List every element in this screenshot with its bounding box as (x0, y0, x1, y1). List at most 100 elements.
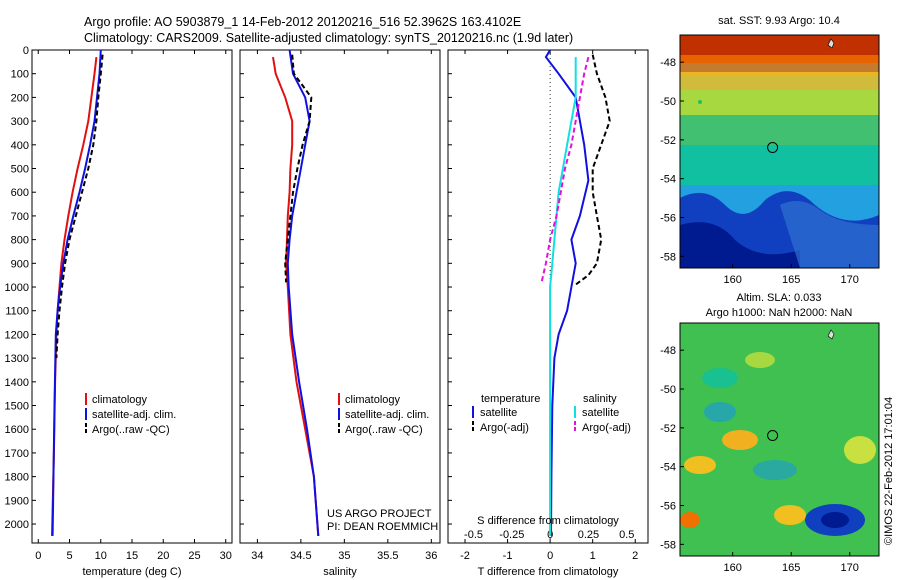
series-line-satellite-adj-clim- (286, 49, 320, 536)
x-tick-label: 25 (188, 550, 200, 562)
series-line-salinity-argo-adj- (540, 56, 590, 283)
x-tick-label: 34.5 (290, 550, 311, 562)
x-tick-label-top: 0.25 (578, 529, 599, 541)
temperature-xlabel: temperature (deg C) (82, 566, 181, 578)
map-y-tick-label: -48 (660, 345, 676, 357)
difference-legend: temperature salinity satellite Argo(-adj… (472, 393, 631, 434)
x-tick-label-top: -0.25 (499, 529, 524, 541)
legend-title-salinity: salinity (583, 393, 617, 405)
legend-label-t-satellite: satellite (480, 407, 517, 419)
x-tick-label: 0 (35, 550, 41, 562)
series-line-argo-raw-qc- (55, 54, 104, 359)
depth-tick-label: 500 (11, 164, 29, 176)
legend-label-s-argo: Argo(-adj) (582, 422, 631, 434)
x-tick-label-top: -0.5 (464, 529, 483, 541)
salinity-xlabel: salinity (323, 566, 357, 578)
sla-map-subtitle: Argo h1000: NaN h2000: NaN (706, 307, 853, 319)
sla-map-title: Altim. SLA: 0.033 (737, 292, 822, 304)
legend-label-argo: Argo(..raw -QC) (92, 424, 170, 436)
sst-map-title: sat. SST: 9.93 Argo: 10.4 (718, 15, 840, 27)
difference-xlabel: T difference from climatology (478, 566, 619, 578)
x-tick-label: 20 (157, 550, 169, 562)
depth-tick-label: 1400 (5, 377, 29, 389)
depth-tick-label: 1300 (5, 353, 29, 365)
salinity-axis: 34 34.5 35 35.5 36 (251, 50, 437, 562)
depth-tick-label: 0 (23, 45, 29, 57)
map-x-tick-label: 160 (723, 274, 741, 286)
x-tick-label: -2 (460, 550, 470, 562)
depth-tick-label: 800 (11, 235, 29, 247)
map-y-tick-label: -56 (660, 213, 676, 225)
legend-label-satellite: satellite-adj. clim. (92, 409, 176, 421)
depth-tick-label: 1500 (5, 401, 29, 413)
x-tick-label: 35 (338, 550, 350, 562)
project-annotation-line1: US ARGO PROJECT (327, 508, 432, 520)
map-x-tick-label: 170 (841, 274, 859, 286)
series-line-satellite-adj-clim- (51, 49, 102, 536)
series-line-salinity-satellite (549, 57, 577, 536)
depth-axis: 0 100 200 300 400 500 600 700 800 900 1000 1100 1200… (5, 45, 452, 531)
sst-map-axes: 160 165 170 -48 -50 -52 -54 -56 -58 (660, 57, 859, 286)
legend-label-satellite: satellite-adj. clim. (345, 409, 429, 421)
depth-tick-label: 400 (11, 140, 29, 152)
map-x-tick-label: 165 (782, 274, 800, 286)
map-y-tick-label: -48 (660, 57, 676, 69)
series-line-argo-raw-qc- (284, 54, 313, 283)
x-tick-label: -1 (503, 550, 513, 562)
map-x-tick-label: 160 (723, 562, 741, 574)
depth-tick-label: 600 (11, 187, 29, 199)
salinity-panel-frame (239, 49, 441, 544)
series-line-climatology (272, 56, 320, 536)
argo-position-marker (767, 430, 779, 442)
sla-map: 160 165 170 -48 -50 -52 -54 -56 -58 (660, 322, 880, 574)
figure-title-line2: Climatology: CARS2009. Satellite-adjuste… (84, 31, 573, 45)
map-x-tick-label: 170 (841, 562, 859, 574)
map-y-tick-label: -58 (660, 251, 676, 263)
depth-tick-label: 1600 (5, 424, 29, 436)
depth-tick-label: 1100 (5, 306, 29, 318)
temperature-axis: 0 5 10 15 20 25 30 (35, 50, 232, 562)
x-tick-label: 5 (66, 550, 72, 562)
sst-map: 160 165 170 -48 -50 -52 -54 -56 -58 (660, 34, 880, 286)
depth-tick-label: 200 (11, 92, 29, 104)
x-tick-label: 35.5 (377, 550, 398, 562)
x-tick-label: 0 (547, 550, 553, 562)
x-tick-label: 36 (425, 550, 437, 562)
legend-label-climatology: climatology (92, 394, 148, 406)
salinity-series (272, 49, 320, 536)
depth-tick-label: 300 (11, 116, 29, 128)
legend-title-temperature: temperature (481, 393, 540, 405)
x-tick-label-top: 0.5 (619, 529, 634, 541)
map-y-tick-label: -52 (660, 423, 676, 435)
map-y-tick-label: -52 (660, 135, 676, 147)
map-y-tick-label: -58 (660, 539, 676, 551)
depth-tick-label: 1700 (5, 448, 29, 460)
map-y-tick-label: -54 (660, 462, 676, 474)
x-tick-label: 30 (220, 550, 232, 562)
difference-series (540, 49, 611, 536)
depth-tick-label: 1800 (5, 472, 29, 484)
depth-tick-label: 1200 (5, 329, 29, 341)
argo-position-marker (767, 142, 779, 154)
map-y-tick-label: -50 (660, 96, 676, 108)
depth-tick-label: 700 (11, 211, 29, 223)
temperature-series (51, 49, 104, 536)
temperature-legend: climatology satellite-adj. clim. Argo(..… (85, 393, 176, 436)
depth-tick-label: 2000 (5, 519, 29, 531)
x-tick-label: 2 (632, 550, 638, 562)
difference-xlabel-top: S difference from climatology (477, 515, 619, 527)
map-y-tick-label: -50 (660, 384, 676, 396)
x-tick-label: 1 (590, 550, 596, 562)
legend-label-t-argo: Argo(-adj) (480, 422, 529, 434)
x-tick-label: 34 (251, 550, 263, 562)
imos-timestamp: ©IMOS 22-Feb-2012 17:01:04 (883, 397, 895, 545)
depth-tick-label: 1900 (5, 495, 29, 507)
sla-map-axes: 160 165 170 -48 -50 -52 -54 -56 -58 (660, 345, 859, 574)
temperature-panel-frame (31, 49, 233, 544)
x-tick-label: 15 (126, 550, 138, 562)
series-line-temperature-argo-adj- (575, 54, 611, 286)
depth-tick-label: 900 (11, 258, 29, 270)
x-tick-label: 10 (95, 550, 107, 562)
map-y-tick-label: -56 (660, 501, 676, 513)
depth-tick-label: 1000 (5, 282, 29, 294)
